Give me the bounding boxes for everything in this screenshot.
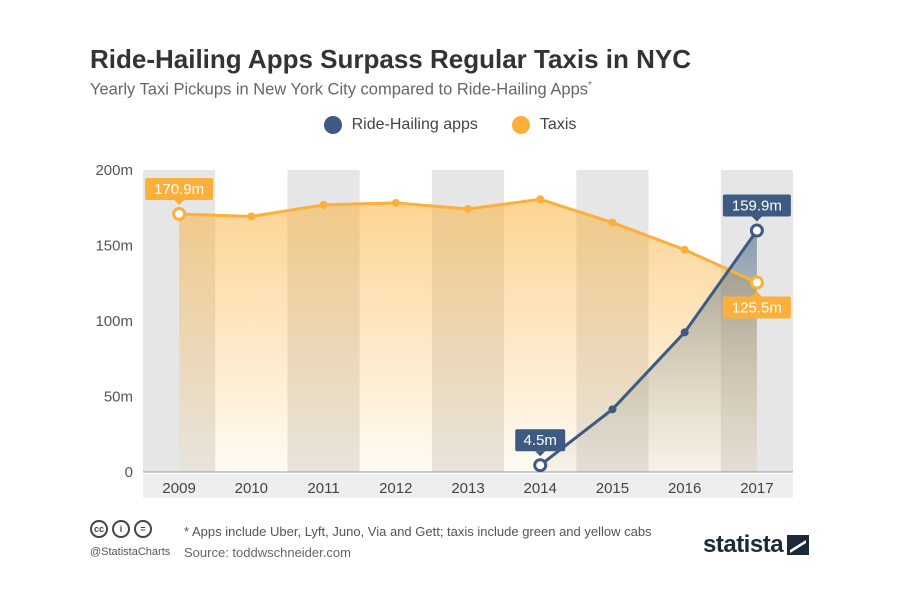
data-label-box bbox=[722, 194, 791, 217]
data-label-box bbox=[145, 177, 214, 200]
data-label-box bbox=[515, 429, 566, 452]
ride-hailing-line bbox=[539, 229, 759, 467]
legend: Ride-Hailing apps Taxis bbox=[0, 116, 900, 134]
legend-label-taxis: Taxis bbox=[539, 116, 577, 133]
taxi-point bbox=[319, 200, 328, 209]
source-note: Source: toddwschneider.com bbox=[184, 545, 351, 560]
y-tick-label: 50m bbox=[104, 389, 133, 406]
legend-dot-taxis bbox=[511, 116, 530, 134]
data-label: 125.5m bbox=[732, 299, 782, 316]
legend-item-taxis: Taxis bbox=[511, 116, 577, 134]
taxi-point bbox=[749, 275, 764, 290]
legend-label-ride-hailing: Ride-Hailing apps bbox=[351, 116, 478, 133]
data-label: 170.9m bbox=[154, 181, 204, 198]
data-label: 159.9m bbox=[732, 198, 782, 215]
data-label-pointer bbox=[751, 291, 762, 297]
taxi-point bbox=[464, 204, 472, 213]
taxi-point bbox=[391, 198, 400, 207]
taxi-point bbox=[608, 218, 617, 227]
data-label-pointer bbox=[535, 451, 546, 457]
social-handle: @StatistaCharts bbox=[90, 546, 171, 558]
taxi-point bbox=[536, 195, 545, 204]
chart-subtitle: Yearly Taxi Pickups in New York City com… bbox=[90, 80, 592, 100]
brand-name: statista bbox=[703, 531, 784, 558]
footnote: * Apps include Uber, Lyft, Juno, Via and… bbox=[184, 524, 652, 539]
legend-dot-ride-hailing bbox=[323, 116, 342, 134]
y-tick-label: 100m bbox=[95, 313, 133, 330]
data-label-pointer bbox=[174, 199, 185, 205]
statista-mark-icon bbox=[787, 535, 810, 555]
attribution-icon: i bbox=[112, 520, 130, 538]
ride-hailing-area bbox=[540, 230, 757, 472]
data-label-box bbox=[722, 296, 791, 319]
x-tick-label: 2010 bbox=[235, 480, 268, 497]
subtitle-text: Yearly Taxi Pickups in New York City com… bbox=[90, 80, 588, 99]
ride-hailing-point bbox=[680, 328, 689, 337]
y-tick-label: 0 bbox=[125, 464, 133, 481]
x-tick-label: 2016 bbox=[668, 480, 701, 497]
ride-hailing-point bbox=[533, 458, 548, 473]
ride-hailing-point bbox=[749, 223, 764, 238]
license-icons: cc i = bbox=[90, 520, 152, 538]
statista-logo: statista bbox=[703, 531, 810, 559]
y-tick-label: 150m bbox=[95, 238, 133, 255]
creative-commons-icon: cc bbox=[90, 520, 108, 538]
data-label: 4.5m bbox=[524, 432, 557, 449]
legend-item-ride-hailing: Ride-Hailing apps bbox=[323, 116, 478, 134]
x-tick-label: 2015 bbox=[596, 480, 629, 497]
y-tick-label: 200m bbox=[95, 162, 133, 179]
x-tick-label: 2014 bbox=[524, 480, 557, 497]
data-label-pointer bbox=[751, 216, 762, 222]
no-derivatives-icon: = bbox=[134, 520, 152, 538]
taxi-point bbox=[172, 206, 187, 221]
taxi-point bbox=[247, 212, 256, 221]
x-tick-label: 2017 bbox=[740, 480, 773, 497]
chart-title: Ride-Hailing Apps Surpass Regular Taxis … bbox=[90, 44, 692, 74]
taxi-point bbox=[680, 245, 689, 254]
x-axis-strip bbox=[143, 474, 793, 498]
subtitle-footnote-mark: * bbox=[588, 80, 592, 91]
x-tick-label: 2011 bbox=[307, 480, 339, 497]
x-tick-label: 2012 bbox=[379, 480, 412, 497]
x-tick-label: 2013 bbox=[451, 480, 484, 497]
ride-hailing-point bbox=[608, 405, 617, 414]
x-tick-label: 2009 bbox=[162, 480, 195, 497]
taxi-area bbox=[179, 199, 757, 472]
